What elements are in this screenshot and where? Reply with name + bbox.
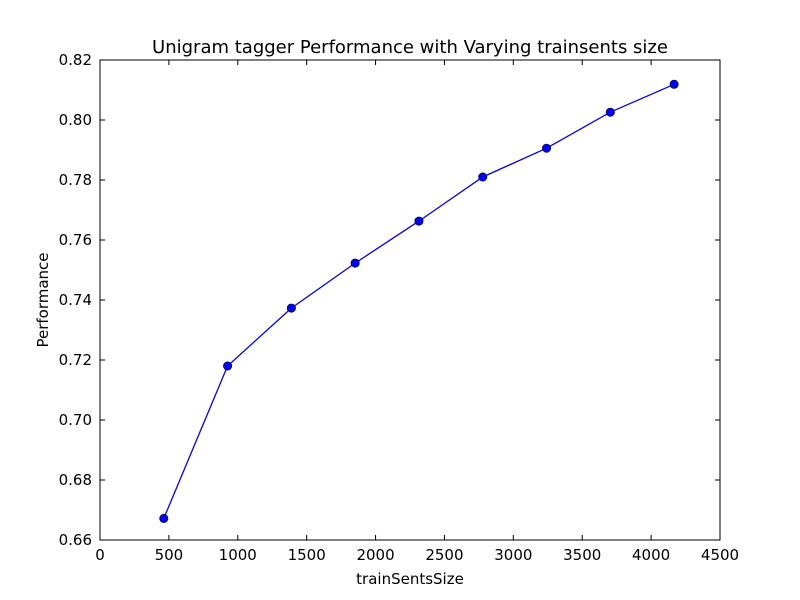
y-tick-label: 0.82 <box>59 51 92 69</box>
data-point <box>286 303 296 313</box>
y-tick-label: 0.70 <box>59 411 92 429</box>
x-tick-label: 1000 <box>219 546 257 564</box>
y-axis-label: Performance <box>34 252 52 347</box>
y-tick-label: 0.80 <box>59 111 92 129</box>
x-tick-label: 4000 <box>632 546 670 564</box>
axes-layer: 0 500 1000 1500 2000 2500 3000 3500 4000 4500 0.66… <box>59 51 740 564</box>
y-tick-label: 0.78 <box>59 171 92 189</box>
series-layer <box>159 79 679 523</box>
y-tick-label: 0.66 <box>59 531 92 549</box>
x-tick-label: 1500 <box>288 546 326 564</box>
y-tick-label: 0.76 <box>59 231 92 249</box>
x-tick-label: 2500 <box>425 546 463 564</box>
x-tick-label: 4500 <box>701 546 739 564</box>
series-line <box>163 83 675 519</box>
x-tick-label: 0 <box>95 546 105 564</box>
data-point <box>159 513 169 523</box>
plot-frame <box>99 59 721 541</box>
data-point <box>542 143 552 153</box>
y-tick-label: 0.68 <box>59 471 92 489</box>
data-point <box>605 107 615 117</box>
x-tick-label: 3500 <box>563 546 601 564</box>
data-point <box>350 258 360 268</box>
data-point <box>223 361 233 371</box>
chart-title: Unigram tagger Performance with Varying … <box>152 37 668 58</box>
x-axis-label: trainSentsSize <box>356 570 464 588</box>
y-tick-label: 0.72 <box>59 351 92 369</box>
x-tick-label: 500 <box>155 546 184 564</box>
x-tick-label: 2000 <box>356 546 394 564</box>
data-point <box>669 79 679 89</box>
y-tick-label: 0.74 <box>59 291 92 309</box>
data-point <box>414 216 424 226</box>
data-point <box>478 172 488 182</box>
x-tick-label: 3000 <box>494 546 532 564</box>
